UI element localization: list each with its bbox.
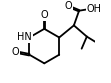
Text: O: O (41, 10, 48, 20)
Text: O: O (12, 47, 19, 57)
Text: O: O (64, 1, 72, 11)
Text: HN: HN (17, 32, 32, 42)
Text: OH: OH (87, 4, 102, 14)
